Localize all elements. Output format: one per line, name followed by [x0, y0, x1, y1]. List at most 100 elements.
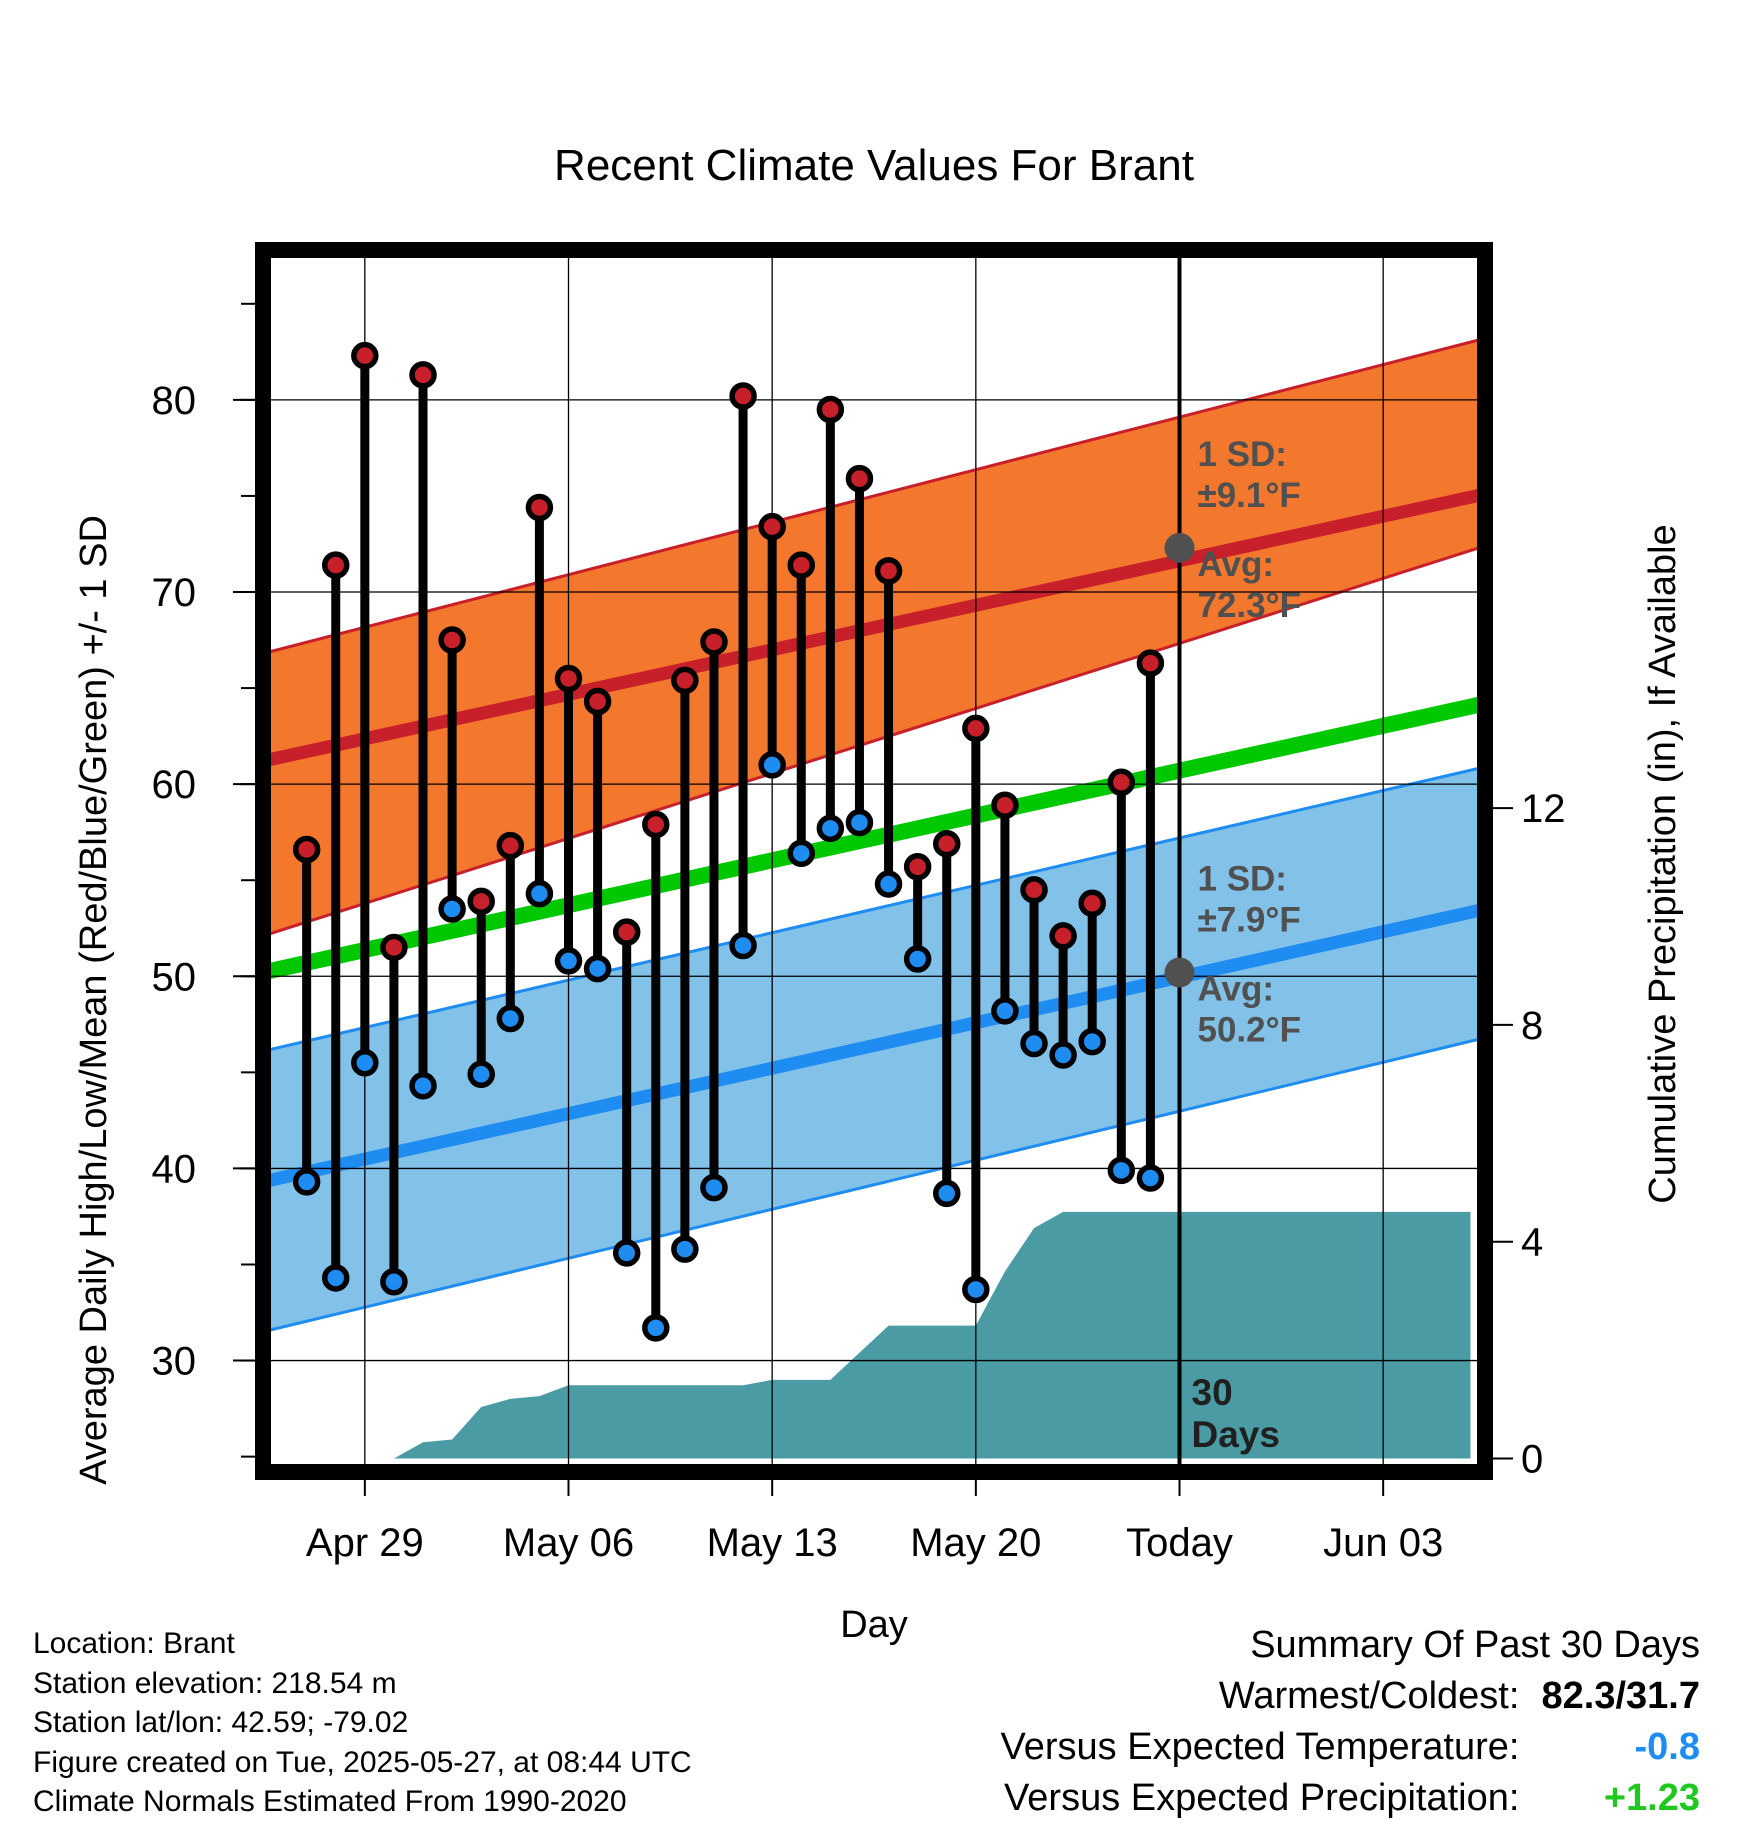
- chart-title: Recent Climate Values For Brant: [554, 141, 1194, 190]
- low-point: [671, 1235, 699, 1263]
- high-point: [380, 933, 408, 962]
- high-point: [845, 464, 874, 493]
- high-point: [1049, 922, 1077, 950]
- low-point: [758, 751, 786, 779]
- high-avg-label: Avg:: [1198, 545, 1274, 584]
- low-point: [1078, 1027, 1106, 1056]
- y2-tick-label: 4: [1521, 1221, 1543, 1265]
- high-point: [671, 666, 699, 695]
- mean-normal-line: [261, 695, 1487, 981]
- low-point: [554, 947, 583, 975]
- y-tick-label: 30: [152, 1340, 197, 1384]
- x-tick-label: Apr 29: [306, 1521, 424, 1565]
- y-tick-label: 40: [152, 1147, 197, 1191]
- elevation-text: Station elevation: 218.54 m: [33, 1666, 397, 1700]
- normals-source-text: Climate Normals Estimated From 1990-2020: [33, 1785, 627, 1818]
- low-avg-label: Avg:: [1198, 969, 1274, 1008]
- high-avg-value: 72.3°F: [1198, 586, 1302, 625]
- warmest-coldest-row: Warmest/Coldest: 82.3/31.7: [1001, 1671, 1700, 1722]
- low-point: [292, 1168, 321, 1196]
- high-point: [932, 829, 961, 858]
- low-avg-value: 50.2°F: [1198, 1010, 1302, 1049]
- low-point: [612, 1239, 641, 1267]
- y-tick-label: 60: [152, 763, 197, 807]
- high-point: [409, 361, 437, 389]
- low-point: [787, 839, 816, 868]
- high-point: [962, 714, 990, 743]
- low-point: [351, 1048, 379, 1077]
- latlon-text: Station lat/lon: 42.59; -79.02: [33, 1706, 409, 1739]
- high-point: [1136, 649, 1165, 677]
- y-tick-label: 80: [152, 379, 197, 423]
- low-point: [816, 814, 845, 843]
- low-point: [1107, 1156, 1136, 1185]
- low-sd-label: 1 SD:: [1198, 859, 1287, 898]
- x-tick-label: May 13: [707, 1521, 838, 1565]
- high-point: [903, 853, 932, 881]
- high-point: [612, 918, 641, 946]
- high-point: [554, 664, 583, 693]
- low-point: [409, 1072, 437, 1100]
- high-point: [991, 791, 1019, 820]
- low-point: [962, 1275, 990, 1304]
- low-sd-band-lower-edge: [262, 1036, 1486, 1334]
- y2-tick-label: 12: [1521, 787, 1566, 831]
- high-point: [292, 835, 321, 864]
- low-normal-line: [261, 902, 1487, 1189]
- temp-anomaly-row: Versus Expected Temperature: -0.8: [1001, 1722, 1700, 1773]
- high-point: [874, 557, 903, 585]
- low-point: [932, 1179, 961, 1208]
- low-point: [321, 1264, 350, 1292]
- high-point: [321, 551, 350, 579]
- x-tick-label: May 06: [503, 1521, 634, 1565]
- low-avg-marker: [1164, 957, 1195, 988]
- today-days-number: 30: [1192, 1372, 1233, 1413]
- low-point: [991, 997, 1019, 1025]
- high-point: [351, 341, 379, 370]
- x-axis-label: Day: [840, 1604, 908, 1646]
- high-point: [642, 810, 670, 839]
- high-point: [1020, 876, 1048, 904]
- summary-heading: Summary Of Past 30 Days: [1250, 1624, 1700, 1666]
- high-point: [816, 395, 845, 424]
- high-point: [758, 512, 786, 541]
- precip-anomaly-label: Versus Expected Precipitation:: [1004, 1777, 1520, 1819]
- high-sd-label: 1 SD:: [1198, 435, 1287, 474]
- precipitation-area: [277, 1211, 1471, 1459]
- high-point: [700, 628, 728, 656]
- low-point: [438, 895, 466, 923]
- low-sd-value: ±7.9°F: [1198, 900, 1301, 939]
- high-sd-value: ±9.1°F: [1198, 476, 1301, 515]
- y2-axis-label: Cumulative Precipitation (in), If Availa…: [1642, 524, 1684, 1203]
- low-point: [380, 1268, 408, 1296]
- created-text: Figure created on Tue, 2025-05-27, at 08…: [33, 1745, 692, 1779]
- plot-frame: [255, 242, 1493, 1480]
- high-point: [1078, 889, 1106, 918]
- low-point: [467, 1060, 495, 1089]
- low-point: [583, 954, 612, 983]
- high-point: [438, 626, 466, 654]
- warmest-coldest-value: 82.3/31.7: [1541, 1675, 1700, 1717]
- summary-panel: Summary Of Past 30 Days Warmest/Coldest:…: [1001, 1620, 1700, 1824]
- y-tick-label: 70: [152, 571, 197, 615]
- high-point: [729, 382, 757, 410]
- low-point: [1049, 1041, 1077, 1069]
- y2-tick-label: 0: [1521, 1437, 1543, 1481]
- high-point: [583, 687, 612, 716]
- y2-tick-label: 8: [1521, 1004, 1543, 1048]
- high-point: [496, 831, 525, 860]
- high-avg-marker: [1164, 532, 1195, 563]
- today-days-word: Days: [1192, 1414, 1280, 1455]
- high-sd-band-lower-edge: [262, 544, 1486, 938]
- temp-anomaly-value: -0.8: [1634, 1726, 1700, 1768]
- high-point: [467, 887, 495, 916]
- x-tick-label: Jun 03: [1323, 1521, 1443, 1565]
- temp-anomaly-label: Versus Expected Temperature:: [1000, 1726, 1520, 1768]
- low-point: [525, 879, 554, 908]
- station-info: Location: Brant Station elevation: 218.5…: [33, 1624, 692, 1822]
- low-point: [1020, 1029, 1048, 1058]
- x-tick-label: Today: [1126, 1521, 1233, 1565]
- y-axis-label: Average Daily High/Low/Mean (Red/Blue/Gr…: [73, 515, 115, 1485]
